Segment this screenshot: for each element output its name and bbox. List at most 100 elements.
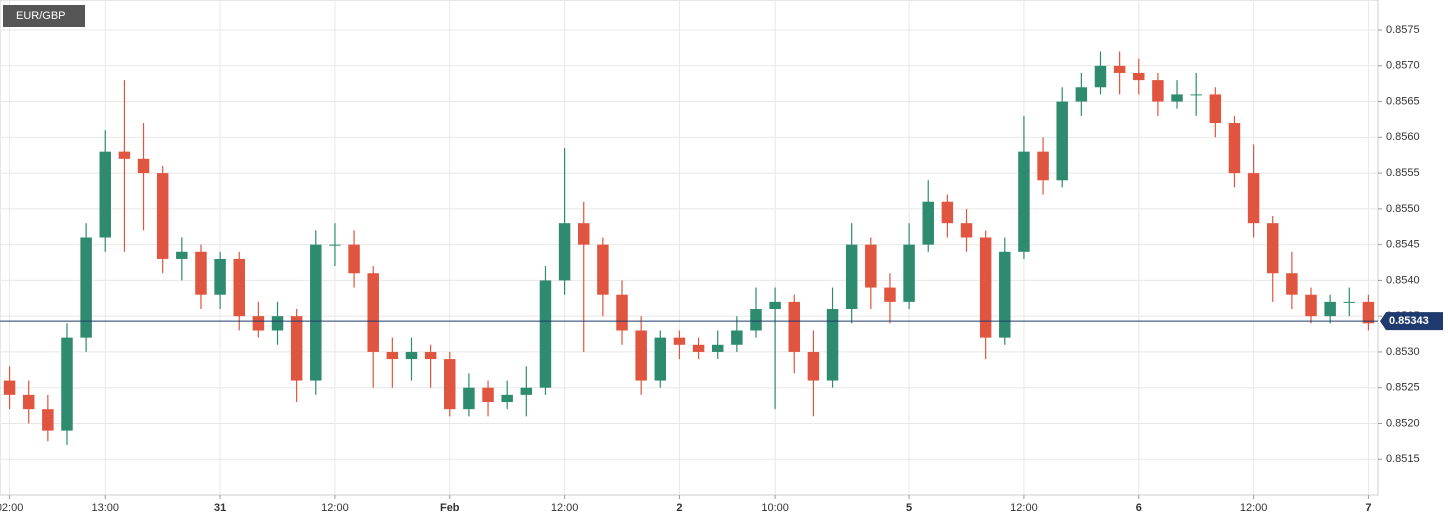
x-tick-label: 7 bbox=[1365, 502, 1371, 514]
candle-body bbox=[1305, 294, 1317, 317]
candle-body bbox=[310, 244, 322, 381]
candle-body bbox=[922, 201, 934, 245]
candle-body bbox=[577, 223, 590, 245]
y-tick-label: 0.8540 bbox=[1386, 274, 1420, 286]
candle-body bbox=[271, 316, 284, 331]
y-tick-label: 0.8575 bbox=[1386, 24, 1420, 36]
y-tick-label: 0.8515 bbox=[1386, 453, 1420, 465]
candle-body bbox=[1094, 65, 1107, 88]
candle-body bbox=[386, 351, 399, 360]
x-tick-label: 12:00 bbox=[551, 502, 579, 514]
candle-body bbox=[1286, 273, 1298, 295]
candle-body bbox=[214, 258, 226, 295]
candle-body bbox=[176, 251, 188, 259]
candle-body bbox=[1018, 151, 1030, 252]
candle-body bbox=[1037, 151, 1049, 181]
last-price-label: 0.85343 bbox=[1389, 315, 1429, 327]
candle-body bbox=[999, 251, 1011, 338]
candle-body bbox=[1209, 94, 1222, 124]
x-tick-label: 2 bbox=[676, 502, 682, 514]
y-tick-label: 0.8520 bbox=[1386, 417, 1420, 429]
candle-body bbox=[750, 309, 762, 331]
candle-body bbox=[845, 244, 858, 310]
candle-body bbox=[520, 387, 533, 395]
candle-body bbox=[1171, 94, 1183, 102]
candle-body bbox=[1266, 223, 1279, 274]
x-tick-label: 12:00 bbox=[321, 502, 349, 514]
candle-body bbox=[99, 151, 112, 238]
candle-body bbox=[367, 273, 379, 352]
candle-body bbox=[1190, 94, 1202, 96]
x-tick-label: 10:00 bbox=[761, 502, 789, 514]
y-tick-label: 0.8560 bbox=[1386, 131, 1420, 143]
x-tick-label: 6 bbox=[1136, 502, 1142, 514]
candle-body bbox=[137, 158, 150, 174]
chart-title: EUR/GBP bbox=[16, 10, 66, 22]
candle-body bbox=[290, 316, 303, 381]
candle-body bbox=[444, 359, 456, 410]
y-tick-label: 0.8565 bbox=[1386, 95, 1420, 107]
last-price-tag bbox=[1380, 312, 1443, 331]
symbol-badge bbox=[3, 5, 85, 27]
y-tick-label: 0.8545 bbox=[1386, 239, 1420, 251]
candle-body bbox=[1362, 301, 1375, 324]
candle-body bbox=[1324, 301, 1336, 317]
candle-body bbox=[348, 244, 360, 274]
candle-body bbox=[884, 287, 896, 302]
candle-body bbox=[1152, 80, 1164, 102]
candle-body bbox=[252, 316, 265, 331]
candle-body bbox=[1113, 65, 1126, 73]
x-tick-label: 12:00 bbox=[1240, 502, 1268, 514]
candle-body bbox=[1343, 301, 1356, 303]
x-tick-label: Feb bbox=[440, 502, 460, 514]
candle-body bbox=[501, 394, 513, 403]
candle-body bbox=[424, 351, 437, 360]
candle-body bbox=[1247, 173, 1260, 224]
candle-body bbox=[769, 301, 781, 310]
candle-body bbox=[482, 387, 494, 403]
y-tick-label: 0.8530 bbox=[1386, 346, 1420, 358]
candle-body bbox=[463, 387, 475, 410]
candle-body bbox=[80, 237, 92, 338]
x-tick-label: 13:00 bbox=[91, 502, 119, 514]
x-tick-label: 5 bbox=[906, 502, 912, 514]
candle-body bbox=[1228, 123, 1241, 174]
candle-body bbox=[654, 337, 667, 381]
candle-body bbox=[865, 244, 877, 288]
y-tick-label: 0.8525 bbox=[1386, 382, 1420, 394]
candle-body bbox=[195, 251, 207, 295]
candle-body bbox=[1056, 101, 1068, 181]
candle-body bbox=[61, 337, 73, 431]
candle-body bbox=[233, 258, 245, 317]
candle-body bbox=[788, 301, 801, 352]
candle-body bbox=[826, 309, 839, 381]
candle-body bbox=[692, 344, 705, 352]
candle-body bbox=[42, 409, 54, 431]
x-tick-label: 12:00 bbox=[1010, 502, 1038, 514]
candle-body bbox=[405, 351, 418, 360]
candle-body bbox=[616, 294, 628, 331]
candle-body bbox=[118, 151, 131, 159]
candle-body bbox=[1075, 87, 1088, 102]
candle-body bbox=[1133, 72, 1145, 81]
y-tick-label: 0.8550 bbox=[1386, 203, 1420, 215]
x-tick-label: 31 bbox=[214, 502, 226, 514]
y-tick-label: 0.8570 bbox=[1386, 60, 1420, 72]
x-tick-label: 02:00 bbox=[0, 502, 23, 514]
y-tick-label: 0.8555 bbox=[1386, 167, 1420, 179]
candle-body bbox=[22, 394, 35, 410]
candle-body bbox=[711, 344, 724, 352]
candle-body bbox=[156, 173, 169, 259]
candle-body bbox=[903, 244, 915, 302]
candle-body bbox=[539, 280, 552, 388]
candle-body bbox=[673, 337, 686, 345]
plot-frame bbox=[0, 0, 1379, 496]
candle-body bbox=[329, 244, 341, 246]
candle-body bbox=[3, 380, 16, 395]
candle-body bbox=[960, 223, 973, 238]
candle-body bbox=[635, 330, 647, 381]
candle-body bbox=[597, 244, 609, 295]
candle-body bbox=[807, 351, 820, 381]
